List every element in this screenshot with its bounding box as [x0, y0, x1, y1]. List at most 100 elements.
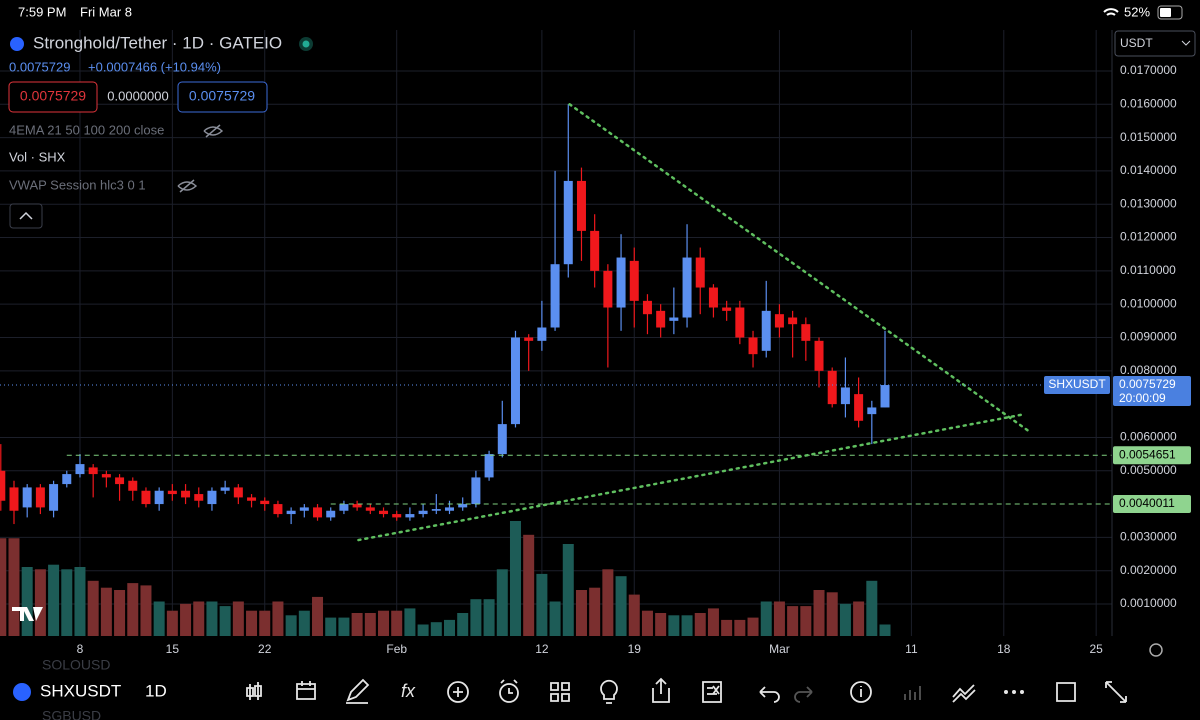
- candle-body: [418, 510, 428, 515]
- x-tick-label: Mar: [769, 642, 790, 656]
- candle-body: [365, 507, 375, 511]
- volume-bar: [378, 610, 390, 636]
- level-tag: [1113, 495, 1191, 514]
- volume-bar: [641, 610, 653, 636]
- volume-bar: [523, 534, 535, 636]
- volume-bar: [694, 613, 706, 636]
- candle-body: [405, 514, 415, 518]
- price-axis: 0.0010000 0.0020000 0.0030000 0.0050000 0.00…: [1120, 63, 1177, 610]
- volume-bar: [298, 610, 310, 636]
- volume-bar: [206, 601, 218, 636]
- fullscreen-icon[interactable]: [1056, 682, 1076, 702]
- y-tick-label: 0.0110000: [1120, 263, 1176, 277]
- volume-bar: [879, 624, 891, 636]
- idea-icon[interactable]: [600, 679, 618, 704]
- volume-bar: [100, 587, 112, 636]
- news-icon[interactable]: [702, 681, 722, 703]
- volume-bar: [351, 613, 363, 636]
- y-tick-label: 0.0160000: [1120, 96, 1177, 110]
- candle-body: [75, 464, 85, 475]
- candles-icon[interactable]: [246, 682, 262, 700]
- grid-icon[interactable]: [550, 682, 570, 702]
- candle-body: [510, 337, 520, 425]
- candle-body: [774, 314, 784, 328]
- y-tick-label: 0.0010000: [1120, 596, 1177, 610]
- y-tick-label: 0.0100000: [1120, 296, 1177, 310]
- candle-body: [339, 504, 349, 511]
- candle-body: [840, 387, 850, 405]
- y-tick-label: 0.0090000: [1120, 330, 1177, 344]
- more-icon[interactable]: [1004, 690, 1024, 694]
- volume-bar: [180, 603, 192, 636]
- sell-price[interactable]: 0.0075729: [20, 88, 86, 104]
- toolbar-symbol[interactable]: SHXUSDT: [40, 681, 121, 700]
- volume-bar: [549, 601, 561, 636]
- alarm-icon[interactable]: [499, 683, 519, 703]
- candle-body: [603, 270, 613, 308]
- buy-box[interactable]: [177, 81, 268, 113]
- pen-icon[interactable]: [346, 678, 370, 704]
- undo-icon[interactable]: [759, 686, 780, 703]
- candle-body: [854, 394, 864, 421]
- candle-body: [0, 470, 6, 501]
- tv-logo: [12, 607, 43, 621]
- candle-body: [128, 480, 138, 491]
- battery-pct: 52%: [1124, 4, 1150, 19]
- plus-icon[interactable]: [447, 681, 469, 703]
- eye-off-icon[interactable]: [203, 124, 224, 138]
- currency-select[interactable]: [1114, 30, 1196, 57]
- x-tick-label: 12: [535, 642, 549, 656]
- volume-bar: [8, 538, 20, 636]
- volume-bar: [430, 622, 442, 636]
- y-tick-label: 0.0150000: [1120, 130, 1177, 144]
- watchlist-item[interactable]: SOLOUSD: [42, 657, 110, 673]
- volume-bar: [285, 615, 297, 636]
- volume-bar: [721, 619, 733, 636]
- volume-bar: [655, 613, 667, 636]
- indicator[interactable]: VWAP Session hlc3 0 1: [9, 177, 146, 192]
- info-icon[interactable]: [850, 681, 872, 703]
- share-icon[interactable]: [652, 677, 670, 703]
- volume-bar: [166, 610, 178, 636]
- price-tag-symbol-bg: [1044, 376, 1110, 395]
- buy-price[interactable]: 0.0075729: [189, 88, 255, 104]
- candle-body: [273, 504, 283, 515]
- dot: [1020, 690, 1024, 694]
- volume-bar: [853, 601, 865, 636]
- volume-bar: [839, 603, 851, 636]
- settings-icon[interactable]: [1149, 643, 1163, 657]
- fx-icon[interactable]: fx: [401, 681, 416, 701]
- x-tick-label: 25: [1089, 642, 1103, 656]
- status-time: 7:59 PM: [18, 4, 66, 19]
- candle-body: [141, 490, 151, 505]
- status-date: Fri Mar 8: [80, 4, 132, 19]
- x-tick-label: 8: [77, 642, 84, 656]
- symbol-title[interactable]: Stronghold/Tether · 1D · GATEIO: [33, 33, 282, 52]
- volume-bar: [747, 617, 759, 636]
- toolbar-interval[interactable]: 1D: [145, 681, 167, 700]
- x-tick-label: 18: [997, 642, 1011, 656]
- compare-icon[interactable]: [952, 684, 976, 703]
- candle-body: [642, 300, 652, 315]
- volume-bar: [391, 610, 403, 636]
- expand-icon[interactable]: [1105, 681, 1127, 703]
- indicator[interactable]: Vol · SHX: [9, 149, 66, 164]
- eye-off-icon[interactable]: [177, 179, 198, 193]
- symbol-logo: [10, 37, 24, 51]
- calendar-icon[interactable]: [296, 681, 316, 700]
- sell-box[interactable]: [8, 81, 98, 113]
- indicator[interactable]: 4EMA 21 50 100 200 close: [9, 122, 164, 137]
- candle-body: [497, 424, 507, 455]
- currency[interactable]: USDT: [1120, 36, 1153, 50]
- volume-bar: [773, 601, 785, 636]
- battery-icon: [1157, 5, 1183, 20]
- trend-line: [357, 412, 1027, 542]
- watchlist-item[interactable]: SGBUSD: [42, 708, 101, 720]
- candle-body: [616, 257, 626, 308]
- volume-bar: [259, 610, 271, 636]
- collapse-button[interactable]: [9, 203, 43, 229]
- trend-line: [568, 103, 1032, 434]
- y-tick-label: 0.0170000: [1120, 63, 1177, 77]
- y-tick-label: 0.0030000: [1120, 530, 1177, 544]
- volume-bar: [483, 599, 495, 636]
